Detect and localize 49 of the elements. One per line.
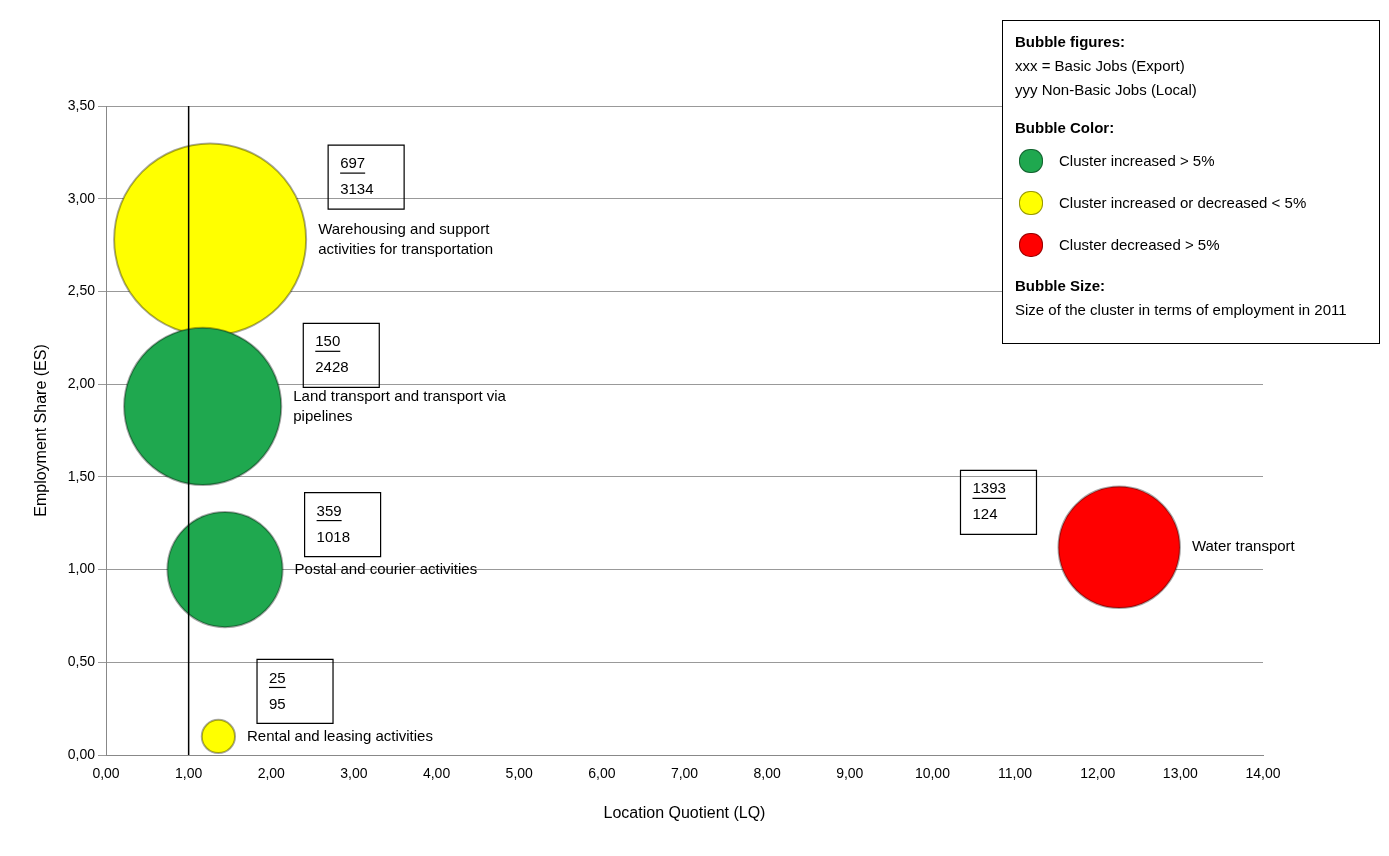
x-tick-label: 4,00 <box>422 765 451 782</box>
legend-title: Bubble Color: <box>1015 118 1116 138</box>
y-tick-label: 3,00 <box>67 189 96 206</box>
x-tick-label: 6,00 <box>588 765 616 782</box>
text: Bubble figures: <box>1015 32 1126 52</box>
annotation: 697 <box>340 154 366 172</box>
annotation: 124 <box>972 505 998 523</box>
annotation: 95 <box>269 694 286 712</box>
x-tick-label: 12,00 <box>1080 765 1116 782</box>
x-tick-label: 14,00 <box>1245 765 1281 782</box>
annotation: Postal and courier activities <box>294 559 478 577</box>
x-tick-label: 3,00 <box>340 765 368 782</box>
x-tick-label: 9,00 <box>836 765 864 782</box>
annotation: 2428 <box>315 358 349 376</box>
x-tick-label: 7,00 <box>670 765 699 782</box>
annotation: 150 <box>315 332 341 350</box>
annotation: 3134 <box>340 180 374 198</box>
y-tick-label: 2,50 <box>67 282 96 299</box>
x-axis-title: Location Quotient (LQ) <box>603 803 766 821</box>
annotation: 1018 <box>316 527 350 545</box>
annotation: Size of the cluster in terms of employment in 2011 <box>1015 300 1348 320</box>
x-tick-label: 11,00 <box>998 765 1033 782</box>
x-tick-label: 13,00 <box>1162 765 1199 782</box>
y-tick-label: 1,50 <box>67 467 96 484</box>
x-tick-label: 8,00 <box>753 765 781 782</box>
text: xxx = Basic Jobs (Export) <box>1015 56 1186 76</box>
annotation: Bubble Size: <box>1015 276 1106 296</box>
legend-label: Cluster increased > 5% <box>1059 151 1215 171</box>
y-tick-label: 2,00 <box>67 375 96 391</box>
annotation: 25 <box>269 668 286 686</box>
x-tick-label: 0,00 <box>92 765 120 782</box>
legend-label: Cluster decreased > 5% <box>1059 235 1220 255</box>
y-tick-label: 0,00 <box>67 745 96 762</box>
annotation: 359 <box>316 501 342 519</box>
y-tick-label: 3,50 <box>67 96 96 113</box>
x-tick-label: 2,00 <box>257 765 286 782</box>
annotation: 1393 <box>972 479 1006 497</box>
x-tick-label: 5,00 <box>505 765 534 782</box>
annotation: Warehousing and support activities for transportation <box>318 219 494 257</box>
x-tick-label: 10,00 <box>914 765 951 782</box>
legend-label: Cluster increased or decreased < 5% <box>1059 193 1307 213</box>
y-tick-label: 0,50 <box>67 653 96 670</box>
annotation: Rental and leasing activities <box>247 726 433 744</box>
text: yyy Non-Basic Jobs (Local) <box>1015 80 1198 100</box>
x-tick-label: 1,00 <box>175 765 203 782</box>
annotation: Land transport and transport via pipelines <box>293 386 507 424</box>
annotation: Water transport <box>1191 537 1296 555</box>
y-axis-title: Employment Share (ES) <box>31 344 49 517</box>
y-tick-label: 1,00 <box>67 560 96 577</box>
